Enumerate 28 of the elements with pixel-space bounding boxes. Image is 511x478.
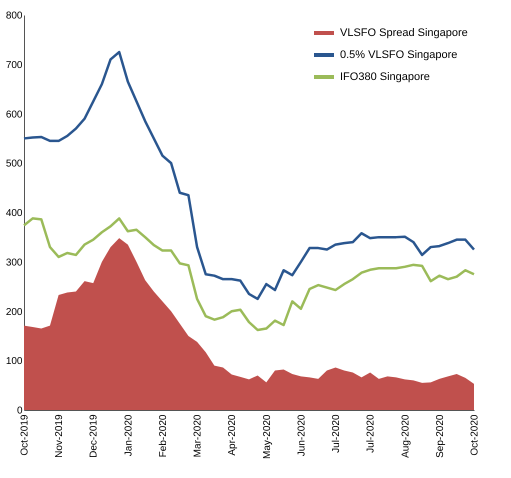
x-tick-label: Oct-2020 <box>470 414 480 456</box>
y-tick-label: 200 <box>6 306 23 318</box>
x-tick-label: Jan-2020 <box>123 414 134 456</box>
y-tick-label: 100 <box>6 356 23 368</box>
y-tick-label: 300 <box>6 257 23 268</box>
y-tick-label: 400 <box>6 208 23 219</box>
legend-label: VLSFO Spread Singapore <box>340 27 468 39</box>
x-tick-label: Dec-2019 <box>88 414 100 458</box>
x-tick-label: Jul-2020 <box>331 414 342 453</box>
x-tick-label: Apr-2020 <box>227 414 238 456</box>
x-tick-label: Oct-2019 <box>20 414 30 456</box>
x-tick-label: Sep-2020 <box>434 414 446 458</box>
y-tick-label: 700 <box>6 60 23 71</box>
x-tick-label: May-2020 <box>262 414 273 459</box>
x-tick-label: Feb-2020 <box>158 414 169 458</box>
x-tick-label: Nov-2019 <box>54 414 66 458</box>
legend-label: 0.5% VLSFO Singapore <box>340 49 458 61</box>
x-tick-label: Mar-2020 <box>192 414 204 458</box>
x-tick-label: Aug-2020 <box>400 414 412 458</box>
y-tick-label: 500 <box>6 158 23 170</box>
y-tick-label: 600 <box>6 109 23 120</box>
x-tick-label: Jun-2020 <box>296 414 308 456</box>
line-series <box>22 217 476 332</box>
x-tick-label: Jul-2020 <box>366 414 377 453</box>
line-series <box>22 50 476 300</box>
y-tick-label: 800 <box>6 10 23 22</box>
legend-label: IFO380 Singapore <box>340 71 430 83</box>
y-tick-label: 0 <box>16 406 23 416</box>
